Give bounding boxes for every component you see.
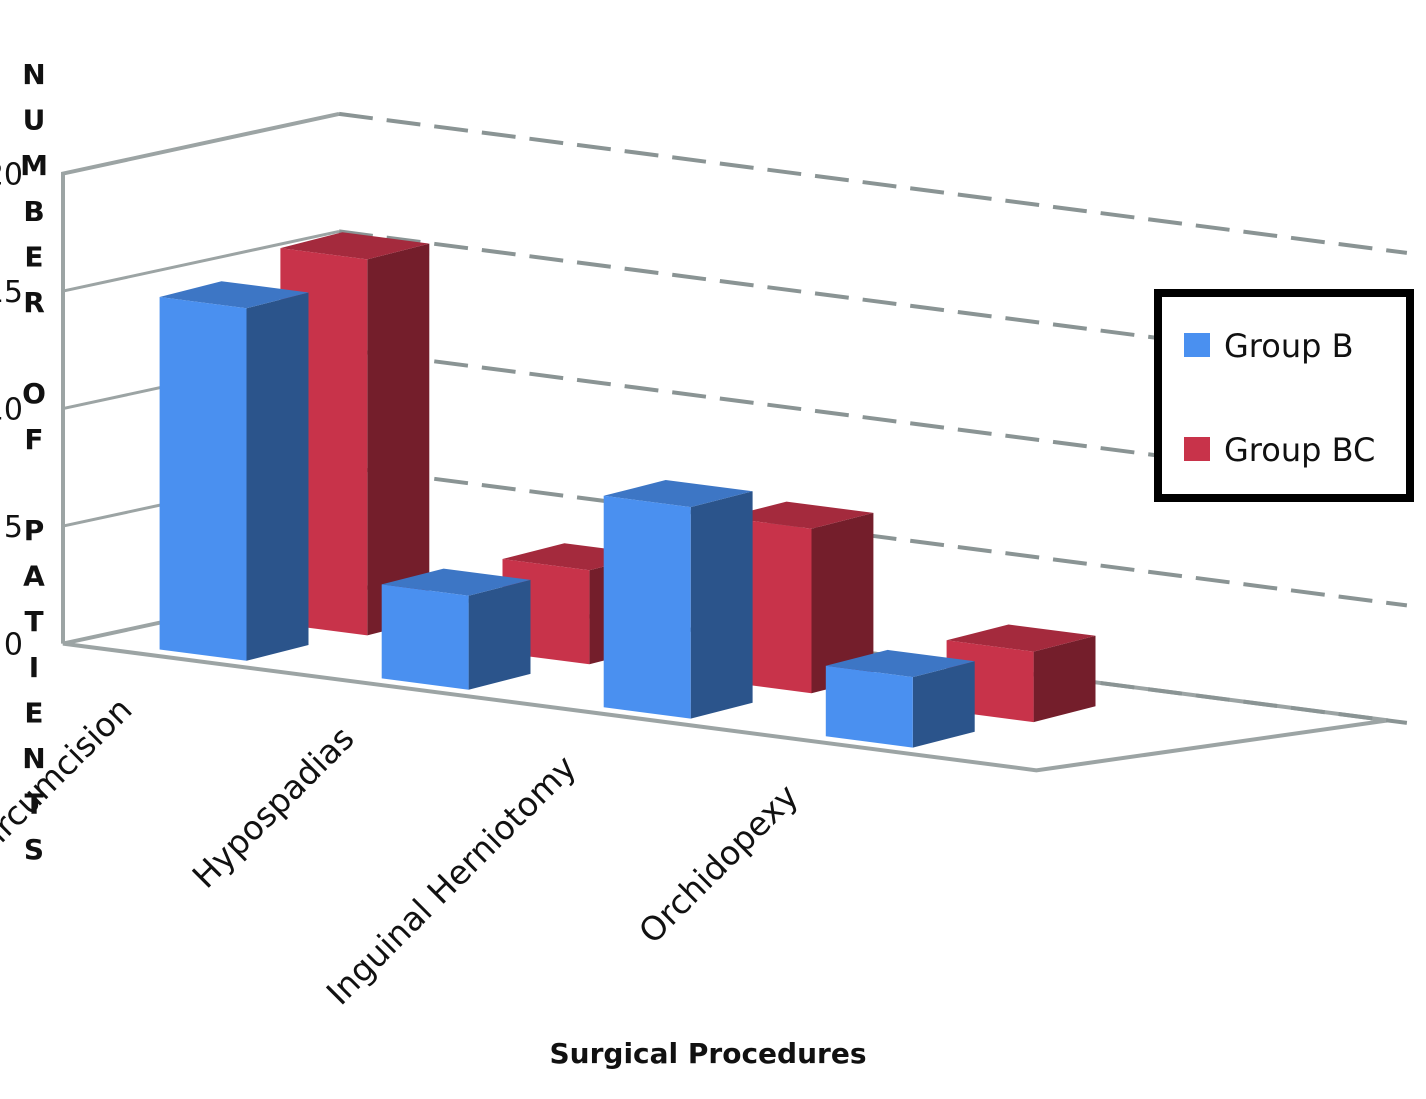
bar-side: [367, 243, 430, 636]
bar-top: [946, 624, 1096, 652]
y-axis-label-char: I: [29, 651, 39, 684]
y-axis-label-char: B: [23, 195, 44, 228]
bar-side: [811, 512, 874, 694]
y-axis-label-char: M: [20, 149, 48, 182]
bar-side: [246, 292, 309, 661]
legend-box: [1154, 289, 1414, 502]
bar: [381, 568, 531, 690]
gridline-back: [338, 111, 1408, 255]
bar: [825, 649, 975, 748]
bar-front: [159, 297, 247, 661]
legend-label: Group B: [1224, 327, 1354, 365]
bar: [603, 480, 753, 719]
legend-label: Group BC: [1224, 431, 1375, 469]
y-axis-label-char: R: [23, 286, 45, 319]
bars: [159, 232, 1096, 748]
legend: Group B Group BC: [1154, 289, 1414, 502]
y-axis-label-char: O: [22, 377, 46, 410]
y-axis-label-char: A: [23, 560, 45, 593]
y-tick-label: 0: [4, 628, 23, 663]
x-category-label: circumcision: [0, 690, 140, 863]
y-axis-label-char: E: [24, 696, 43, 729]
bar-top: [381, 568, 531, 596]
bar-side: [1033, 635, 1096, 723]
y-ticks: 0 5 10 15 20: [0, 158, 23, 663]
y-axis-label-char: P: [24, 514, 45, 547]
bar-top: [159, 281, 309, 309]
x-category-label: Hypospadias: [185, 719, 362, 896]
bar-top: [724, 501, 874, 529]
y-axis-label-char: E: [24, 240, 43, 273]
x-category-label: Inguinal Herniotomy: [319, 747, 584, 1012]
gridline-side: [62, 112, 340, 176]
bar: [159, 281, 309, 661]
y-tick-label: 10: [0, 393, 23, 428]
y-axis-label-char: N: [22, 58, 45, 91]
y-axis-label-char: T: [24, 788, 43, 821]
bar-front: [381, 584, 469, 690]
y-tick-label: 5: [4, 510, 23, 545]
legend-swatch: [1184, 437, 1210, 461]
gridline-side: [62, 229, 340, 293]
bar-front: [603, 495, 691, 719]
y-axis-label-char: S: [24, 833, 44, 866]
y-axis-label-char: T: [24, 605, 43, 638]
y-axis-label-char: F: [24, 423, 43, 456]
bar-side: [690, 491, 753, 719]
bar-top: [825, 649, 975, 678]
x-axis-label: Surgical Procedures: [550, 1037, 867, 1070]
x-axis-title: Surgical Procedures: [550, 1037, 867, 1070]
bar-top: [603, 480, 753, 508]
bar-side: [468, 579, 531, 690]
bar-top: [280, 232, 430, 260]
y-tick-label: 20: [0, 158, 23, 193]
y-axis-label-char: U: [23, 104, 46, 137]
x-category-label: Orchidopexy: [631, 776, 806, 951]
bar-side: [912, 661, 975, 748]
legend-swatch: [1184, 333, 1210, 357]
bar-front: [825, 665, 913, 748]
y-tick-label: 15: [0, 275, 23, 310]
y-axis-label-char: N: [22, 742, 45, 775]
